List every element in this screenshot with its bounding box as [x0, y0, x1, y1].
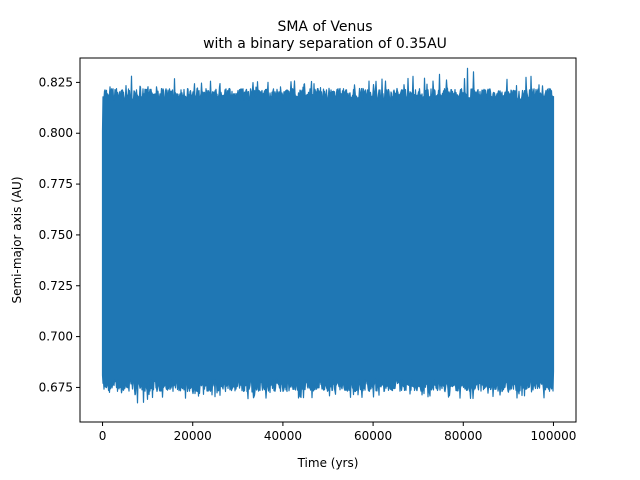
x-tick-label: 0 — [99, 429, 107, 443]
x-axis-label: Time (yrs) — [297, 456, 359, 470]
chart-title: SMA of Venus — [277, 19, 372, 35]
x-tick-label: 40000 — [264, 429, 302, 443]
x-axis: 0 20000 40000 60000 80000 100000 — [99, 422, 577, 443]
y-axis: 0.675 0.700 0.725 0.750 0.775 0.800 0.825 — [39, 75, 80, 394]
y-tick-label: 0.750 — [39, 228, 73, 242]
y-tick-label: 0.725 — [39, 279, 73, 293]
chart-subtitle: with a binary separation of 0.35AU — [203, 36, 447, 52]
plot-frame — [79, 57, 577, 423]
x-tick-label: 20000 — [174, 429, 212, 443]
y-tick-label: 0.675 — [39, 380, 73, 394]
x-tick-label: 100000 — [531, 429, 577, 443]
y-tick-label: 0.800 — [39, 126, 73, 140]
y-axis-label: Semi-major axis (AU) — [10, 176, 24, 303]
y-tick-label: 0.775 — [39, 177, 73, 191]
series-line-0 — [101, 67, 555, 404]
series-layer — [101, 67, 555, 404]
y-tick-label: 0.700 — [39, 330, 73, 344]
y-tick-label: 0.825 — [39, 75, 73, 89]
x-tick-label: 60000 — [354, 429, 392, 443]
x-tick-label: 80000 — [444, 429, 482, 443]
